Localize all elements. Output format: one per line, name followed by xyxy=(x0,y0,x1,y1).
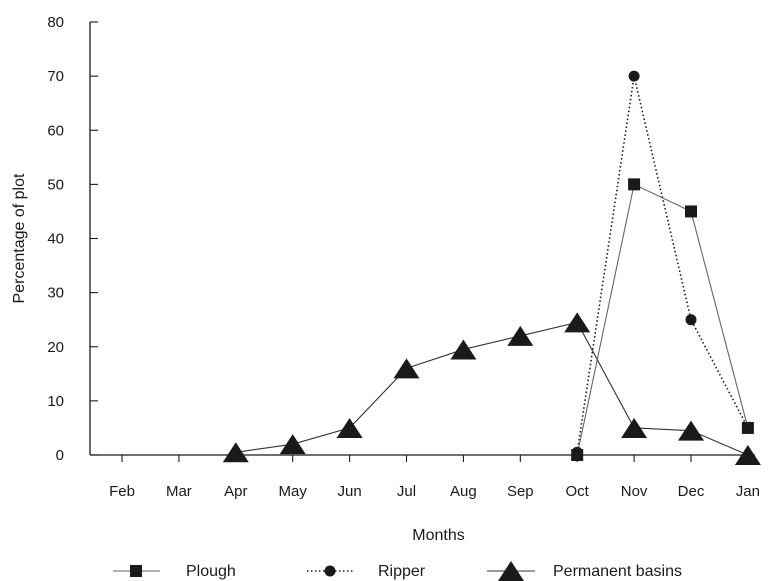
data-point-plough-dec xyxy=(685,205,697,218)
x-tick-label: Dec xyxy=(678,483,705,500)
y-tick-label: 10 xyxy=(47,393,64,410)
axes xyxy=(89,22,755,456)
data-point-permanent-basins-dec xyxy=(678,420,704,441)
x-tick-label: Aug xyxy=(450,483,477,500)
x-ticks: Feb Mar Apr May Jun Jul Aug Sep Oct Nov Dec Jan xyxy=(109,455,760,500)
x-tick-label: May xyxy=(279,483,308,500)
data-point-ripper-nov xyxy=(628,70,640,82)
data-point-permanent-basins-sep xyxy=(507,325,534,346)
series-line-ripper xyxy=(576,75,749,453)
legend-marker-ripper xyxy=(324,565,336,577)
series-permanent-basins xyxy=(222,312,761,465)
y-tick-label: 60 xyxy=(47,122,64,139)
x-tick-label: Nov xyxy=(621,483,648,500)
data-point-permanent-basins-may xyxy=(279,434,306,455)
x-tick-label: Jul xyxy=(397,483,416,500)
x-tick-label: Jun xyxy=(338,483,362,500)
data-point-permanent-basins-oct xyxy=(564,312,591,333)
legend-marker-permanent-basins xyxy=(498,561,524,581)
data-point-ripper-oct xyxy=(571,446,583,458)
x-tick-label: Sep xyxy=(507,483,534,500)
y-tick-label: 70 xyxy=(47,68,64,85)
data-point-permanent-basins-jun xyxy=(336,417,363,438)
x-tick-label: Mar xyxy=(166,483,192,500)
y-tick-label: 80 xyxy=(47,14,64,31)
series-ripper xyxy=(571,70,754,458)
series-layer xyxy=(222,70,761,465)
y-tick-label: 0 xyxy=(56,447,64,464)
legend-item-permanent-basins: Permanent basins xyxy=(487,561,682,581)
y-tick-label: 50 xyxy=(47,176,64,193)
x-axis-title: Months xyxy=(412,527,464,544)
series-plough xyxy=(571,178,754,461)
x-tick-label: Oct xyxy=(566,483,590,500)
x-tick-label: Jan xyxy=(736,483,760,500)
data-point-permanent-basins-jan xyxy=(734,445,761,465)
legend-label-plough: Plough xyxy=(186,563,236,580)
y-ticks: 0 10 20 30 40 50 60 70 80 xyxy=(47,14,98,464)
data-point-permanent-basins-nov xyxy=(621,417,648,438)
x-tick-label: Apr xyxy=(224,483,247,500)
legend-item-plough: Plough xyxy=(113,563,236,580)
legend: Plough Ripper Permanent basins xyxy=(113,561,682,581)
data-point-permanent-basins-aug xyxy=(450,339,477,360)
y-axis-title: Percentage of plot xyxy=(11,173,28,303)
data-point-ripper-dec xyxy=(685,314,697,326)
data-point-plough-nov xyxy=(628,178,641,191)
y-tick-label: 20 xyxy=(47,339,64,356)
data-point-permanent-basins-jul xyxy=(393,358,420,379)
y-tick-label: 40 xyxy=(47,231,64,248)
legend-label-permanent-basins: Permanent basins xyxy=(553,563,682,580)
legend-label-ripper: Ripper xyxy=(378,563,426,580)
series-line-plough xyxy=(576,183,749,456)
data-point-ripper-jan xyxy=(742,422,754,434)
x-tick-label: Feb xyxy=(109,483,135,500)
series-line-permanent-basins xyxy=(235,321,749,456)
data-point-permanent-basins-apr xyxy=(222,442,249,463)
legend-item-ripper: Ripper xyxy=(307,563,426,580)
y-tick-label: 30 xyxy=(47,285,64,302)
legend-marker-plough xyxy=(130,565,142,577)
